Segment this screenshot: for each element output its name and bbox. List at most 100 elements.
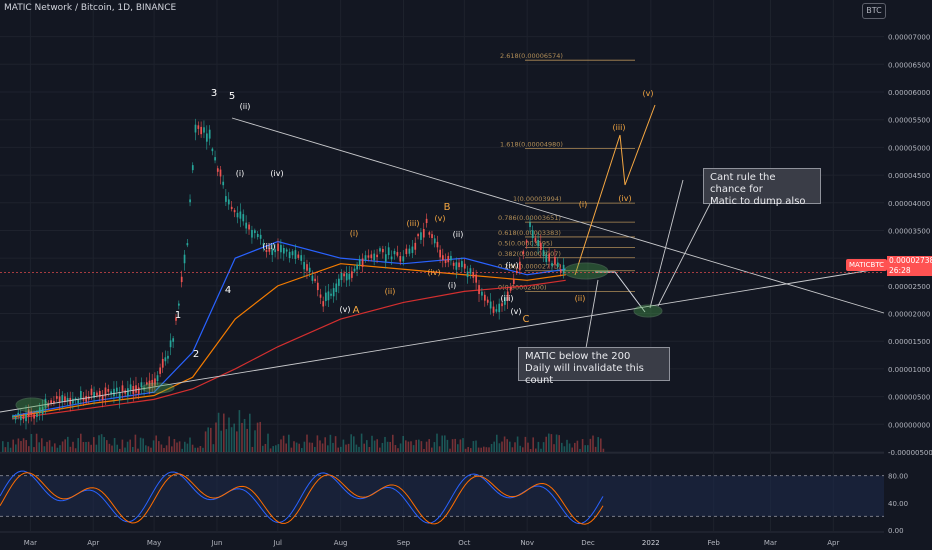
candle-body [33,414,35,419]
volume-bar [345,444,347,452]
wave-label-orange: A [353,305,360,316]
volume-bar [576,440,579,452]
volume-bar [223,413,225,452]
candle-body [340,272,343,281]
note-pointer-1 [649,179,684,309]
volume-bar [587,445,589,452]
note-invalidate[interactable]: MATIC below the 200 Daily will invalidat… [518,347,670,386]
volume-bar [137,448,139,452]
candle-body [332,288,335,297]
candle-body [314,278,316,282]
candle-body [504,297,506,305]
candle-body [277,243,279,252]
volume-bar [212,444,215,452]
stoch-band [0,475,884,517]
volume-bar [449,448,451,452]
volume-bar [470,448,472,452]
candle-body [361,258,364,267]
candle-body [335,283,338,292]
candle-body [447,255,450,263]
candle-body [516,270,518,273]
y-tick-label: 0.00000000 [888,421,930,429]
candle-body [390,256,393,260]
candle-body [405,248,408,255]
x-tick-label: Mar [764,539,777,547]
candle-body [233,210,236,213]
candle-body [330,293,332,296]
candle-body [254,230,256,234]
volume-bar [15,444,17,452]
volume-bar [176,442,178,452]
candle-body [396,252,399,256]
volume-bar [568,443,571,452]
volume-bar [277,444,280,452]
volume-bar [548,433,550,452]
volume-bar [428,439,430,452]
candle-body [411,246,414,253]
candle-body [311,275,314,281]
candle-body [161,358,164,368]
candle-body [417,234,419,237]
symbol-title: MATIC Network / Bitcoin, 1D, BINANCE [4,3,177,13]
candle-body [433,238,436,244]
wave-label-white: 5 [229,91,235,102]
volume-bar [56,447,59,452]
volume-bar [111,445,113,452]
x-tick-label: Aug [334,539,348,547]
volume-bar [441,435,443,452]
candle-body [442,255,444,261]
candle-body [356,264,358,270]
volume-bar [116,444,118,452]
volume-bar [597,437,599,452]
wave-label-white: 1 [175,310,181,321]
volume-bar [485,447,488,452]
volume-bar [64,439,66,452]
candle-body [72,398,74,404]
volume-bar [51,446,53,452]
volume-bar [147,446,150,452]
volume-bar [17,438,20,452]
volume-bar [506,439,508,452]
volume-bar [368,447,371,452]
currency-badge[interactable]: BTC [862,3,886,19]
volume-bar [301,448,303,452]
note-dump[interactable]: Cant rule the chance for Matic to dump a… [703,168,821,207]
volume-bar [319,440,321,452]
fib-level-label: 0.786(0.00003651) [498,214,561,222]
volume-bar [373,440,376,452]
volume-bar [207,427,209,452]
candle-body [50,400,52,404]
volume-bar [350,434,352,452]
y-tick-label: 0.00002500 [888,283,930,291]
candle-body [436,241,439,248]
volume-bar [119,448,121,452]
volume-bar [236,431,238,452]
candle-body [271,248,274,255]
candle-body [559,269,562,273]
volume-bar [457,444,459,452]
volume-bar [553,444,555,452]
candle-body [47,403,50,407]
candle-body [154,378,156,386]
volume-bar [269,448,272,452]
candle-body [248,224,250,230]
volume-bar [202,447,204,452]
volume-bar [228,417,230,452]
volume-bar [514,442,516,452]
volume-bar [210,427,212,452]
volume-bar [480,447,482,452]
wave-label-white: (v) [340,305,351,314]
candle-body [205,133,208,142]
volume-bar [288,434,290,452]
candle-body [382,248,384,253]
candle-body [115,387,118,392]
ma-line-3 [12,279,566,420]
volume-bar [282,435,285,452]
volume-bar [475,440,477,452]
volume-bar [444,435,446,452]
candle-body [469,268,472,274]
candle-body [439,249,441,258]
volume-bar [342,439,345,452]
candle-body [22,416,25,420]
